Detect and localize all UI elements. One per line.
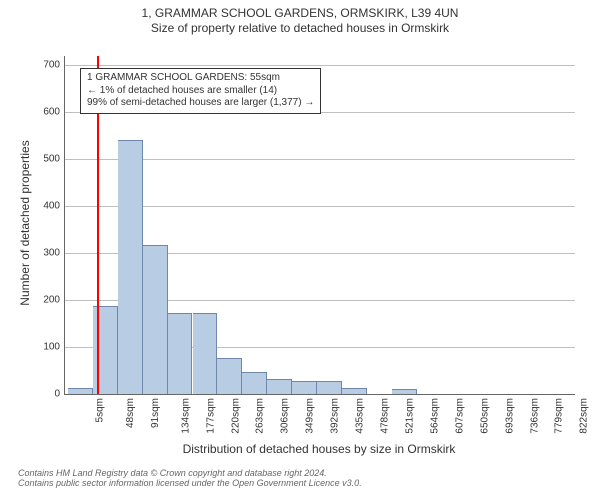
x-tick-label: 263sqm — [255, 398, 266, 434]
annotation-line-2: ← 1% of detached houses are smaller (14) — [87, 85, 314, 98]
title-line-1: 1, GRAMMAR SCHOOL GARDENS, ORMSKIRK, L39… — [0, 6, 600, 21]
x-tick-label: 392sqm — [330, 398, 341, 434]
footer-line-1: Contains HM Land Registry data © Crown c… — [18, 468, 362, 478]
annotation-box: 1 GRAMMAR SCHOOL GARDENS: 55sqm ← 1% of … — [80, 68, 321, 114]
x-tick-label: 736sqm — [529, 398, 540, 434]
x-tick-label: 564sqm — [429, 398, 440, 434]
x-tick-label: 822sqm — [579, 398, 590, 434]
y-tick-label: 600 — [0, 107, 60, 118]
x-tick-label: 220sqm — [230, 398, 241, 434]
title-line-2: Size of property relative to detached ho… — [0, 21, 600, 36]
histogram-bar — [292, 381, 317, 394]
x-tick-label: 435sqm — [355, 398, 366, 434]
chart-title-block: 1, GRAMMAR SCHOOL GARDENS, ORMSKIRK, L39… — [0, 0, 600, 36]
x-tick-label: 521sqm — [405, 398, 416, 434]
histogram-bar — [217, 358, 242, 394]
x-tick-label: 306sqm — [280, 398, 291, 434]
y-tick-label: 700 — [0, 60, 60, 71]
x-tick-label: 478sqm — [380, 398, 391, 434]
gridline — [65, 65, 575, 66]
histogram-bar — [267, 379, 292, 394]
histogram-bar — [143, 245, 168, 394]
footer: Contains HM Land Registry data © Crown c… — [18, 468, 362, 488]
y-tick-label: 0 — [0, 389, 60, 400]
histogram-bar — [68, 388, 93, 394]
y-tick-label: 100 — [0, 342, 60, 353]
footer-line-2: Contains public sector information licen… — [18, 478, 362, 488]
x-tick-label: 779sqm — [554, 398, 565, 434]
x-tick-label: 48sqm — [125, 398, 136, 428]
histogram-bar — [168, 313, 193, 394]
x-tick-label: 177sqm — [205, 398, 216, 434]
y-axis-label: Number of detached properties — [18, 123, 32, 323]
x-tick-label: 693sqm — [504, 398, 515, 434]
x-axis-label: Distribution of detached houses by size … — [64, 442, 574, 456]
x-tick-label: 607sqm — [454, 398, 465, 434]
histogram-bar — [118, 140, 143, 395]
annotation-line-3: 99% of semi-detached houses are larger (… — [87, 97, 314, 110]
histogram-bar — [392, 389, 417, 394]
x-tick-label: 134sqm — [180, 398, 191, 434]
x-tick-label: 91sqm — [150, 398, 161, 428]
histogram-bar — [193, 313, 218, 394]
x-tick-label: 650sqm — [479, 398, 490, 434]
histogram-bar — [242, 372, 267, 394]
annotation-line-1: 1 GRAMMAR SCHOOL GARDENS: 55sqm — [87, 72, 314, 85]
x-tick-label: 5sqm — [94, 398, 105, 422]
histogram-bar — [342, 388, 367, 394]
histogram-bar — [317, 381, 342, 394]
x-tick-label: 349sqm — [305, 398, 316, 434]
